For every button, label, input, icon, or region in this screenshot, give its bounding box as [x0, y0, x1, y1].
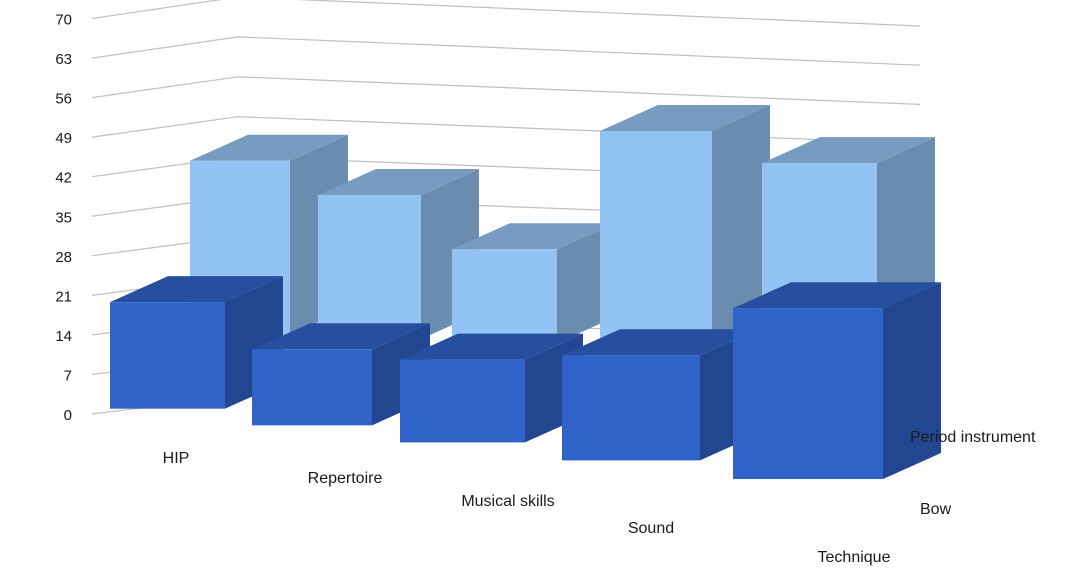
bar-period-instrument-front [318, 194, 421, 339]
gridline [91, 0, 921, 27]
category-labels: HIP Repertoire Musical skills Sound Techniqu… [163, 450, 891, 566]
series-labels: Period instrument Bow [910, 429, 1036, 518]
bar-period-instrument-top [762, 137, 935, 164]
y-tick-label: 21 [55, 288, 72, 305]
y-tick-label: 14 [55, 328, 72, 345]
y-tick-label: 56 [55, 91, 72, 108]
bar-bow-side [883, 282, 941, 480]
bar-period-instrument-front [452, 249, 557, 343]
bar-bow-front [400, 359, 525, 443]
bar-bow-top [110, 276, 283, 303]
y-tick-label: 35 [55, 209, 72, 226]
bar-period-instrument-top [452, 223, 615, 250]
bar-bow [733, 282, 941, 480]
gridline [91, 116, 921, 145]
bar-period-instrument [318, 168, 479, 339]
bar-period-instrument-side [712, 104, 770, 347]
bar-period-instrument [452, 223, 615, 343]
bar-bow-front [252, 349, 372, 426]
category-label: Musical skills [461, 493, 554, 510]
bar-bow-front [562, 355, 700, 461]
category-label: Repertoire [308, 470, 383, 487]
bar-period-instrument [600, 104, 770, 347]
bar-bow [562, 329, 758, 461]
bar-period-instrument-top [190, 134, 348, 161]
gridline [91, 36, 921, 66]
bar-bow-top [562, 329, 758, 356]
series-label: Bow [920, 501, 952, 518]
bar-bow [400, 333, 583, 443]
category-label: Technique [818, 549, 891, 566]
y-tick-label: 42 [55, 170, 72, 187]
bar-bow-top [733, 282, 941, 309]
gridline [91, 76, 921, 105]
bar-bow [110, 276, 283, 409]
y-tick-label: 7 [64, 367, 72, 384]
bar-bow-front [733, 308, 883, 480]
y-tick-label: 49 [55, 130, 72, 147]
bar-period-instrument-front [600, 130, 712, 347]
series-bow [110, 276, 941, 480]
bar-bow-top [400, 333, 583, 360]
category-label: HIP [163, 450, 190, 467]
bar-bow-front [110, 302, 225, 409]
bar-bow-top [252, 323, 430, 350]
y-tick-label: 63 [55, 51, 72, 68]
series-label: Period instrument [910, 429, 1036, 446]
y-tick-label: 28 [55, 249, 72, 266]
category-label: Sound [628, 520, 674, 537]
y-tick-label: 0 [64, 407, 72, 424]
bar-period-instrument-top [600, 104, 770, 131]
y-tick-label: 70 [55, 12, 72, 29]
y-axis-ticks: 0 7 14 21 28 35 42 49 56 63 70 [55, 12, 72, 425]
bar-period-instrument-top [318, 168, 479, 195]
